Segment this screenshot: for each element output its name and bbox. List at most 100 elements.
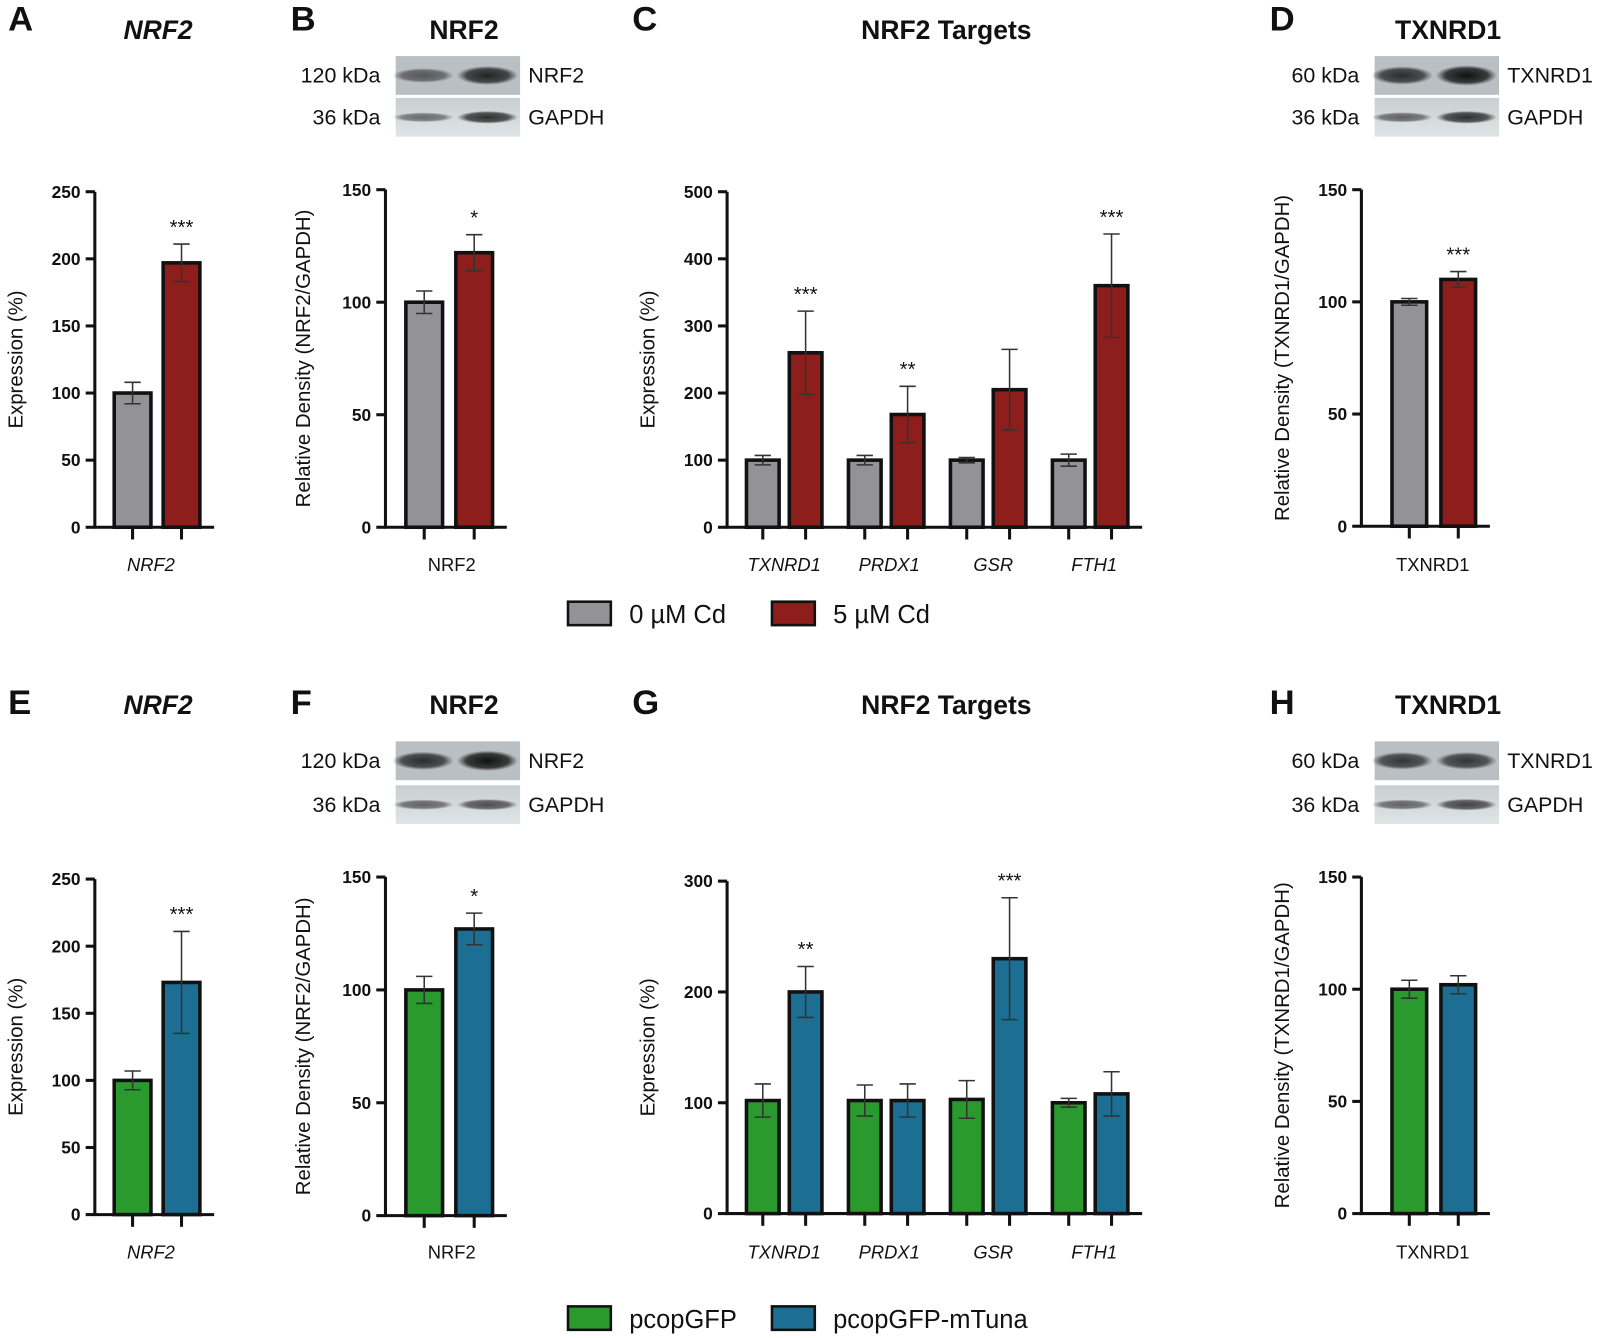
error-bar	[466, 912, 483, 946]
legend: 0 µM Cd 5 µM Cd	[566, 600, 930, 629]
y-tick-label: 250	[52, 869, 81, 889]
error-bar	[958, 1079, 975, 1120]
bar-nrf2-treated	[161, 261, 202, 530]
bar-txnrd1-control	[1390, 987, 1429, 1216]
y-tick-label: 0	[703, 517, 713, 537]
error-bar	[1060, 1097, 1077, 1108]
error-bar	[124, 1070, 141, 1091]
y-axis-label: Expression (%)	[5, 978, 27, 1116]
significance-marker: **	[798, 939, 814, 961]
error-bar	[899, 385, 916, 444]
blot-band	[456, 799, 519, 811]
y-tick-label: 0	[362, 1206, 372, 1226]
legend-label: pcopGFP-mTuna	[833, 1306, 1028, 1334]
blot-size-label: 60 kDa	[1292, 749, 1360, 773]
y-tick-label: 100	[1318, 979, 1347, 999]
panel-b: B NRF2 120 kDa NRF2 36 kDa GAPDH 0 50 100 150 Rela…	[291, 1, 605, 576]
y-tick-label: 50	[352, 1093, 371, 1113]
bar-txnrd1-control	[744, 458, 781, 530]
y-tick-label: 200	[52, 249, 81, 269]
error-bar	[466, 233, 483, 272]
panel-c: C NRF2 Targets 0 100 200 300 400 500 Expression …	[632, 1, 1143, 575]
y-tick-label: 200	[52, 936, 81, 956]
y-tick-label: 50	[61, 450, 80, 470]
y-tick-label: 150	[52, 316, 81, 336]
y-tick-label: 150	[52, 1003, 81, 1023]
legend-label: 5 µM Cd	[833, 601, 930, 629]
x-category-label: NRF2	[127, 1241, 175, 1262]
blot-band	[1435, 752, 1498, 770]
error-bar	[416, 290, 433, 315]
significance-marker: ***	[1100, 207, 1124, 229]
bar-nrf2-control	[112, 1078, 153, 1217]
y-tick-label: 100	[342, 292, 371, 312]
y-tick-label: 0	[1337, 516, 1347, 536]
blot-band	[1371, 66, 1433, 85]
blot-band	[1435, 798, 1498, 811]
y-tick-label: 0	[71, 517, 81, 537]
y-tick-label: 300	[684, 871, 713, 891]
bar-fth1-control	[1050, 458, 1087, 530]
significance-marker: ***	[998, 871, 1022, 893]
error-bar	[1001, 348, 1018, 431]
blot-protein-label: GAPDH	[1507, 105, 1583, 129]
y-tick-label: 0	[1337, 1204, 1347, 1224]
western-blot: 120 kDa NRF2 36 kDa GAPDH	[301, 741, 604, 825]
y-tick-label: 300	[684, 316, 713, 336]
y-tick-label: 200	[684, 982, 713, 1002]
x-category-label: TXNRD1	[1396, 554, 1469, 575]
x-category-label: PRDX1	[859, 1241, 920, 1262]
legend-swatch	[770, 1305, 817, 1332]
y-axis-label: Expression (%)	[638, 978, 660, 1116]
bar-prdx1-control	[846, 458, 883, 530]
y-tick-label: 50	[1328, 1092, 1347, 1112]
y-axis-label: Expression (%)	[638, 290, 660, 428]
panel-h: H TXNRD1 60 kDa TXNRD1 36 kDa GAPDH 0 50 100 150 R…	[1270, 684, 1593, 1263]
error-bar	[797, 965, 814, 1019]
panel-title: NRF2 Targets	[861, 15, 1031, 45]
panel-letter: C	[632, 1, 657, 39]
bar-txnrd1-treated	[1439, 277, 1478, 529]
blot-band	[1371, 112, 1433, 123]
blot-band	[392, 799, 454, 810]
panel-title: NRF2	[123, 15, 192, 45]
significance-marker: *	[470, 886, 478, 908]
error-bar	[1401, 979, 1418, 999]
significance-marker: ***	[170, 904, 194, 926]
panel-letter: A	[8, 1, 33, 39]
bar-fth1-control	[1050, 1100, 1087, 1216]
panel-letter: B	[291, 1, 316, 39]
panel-title: TXNRD1	[1395, 690, 1501, 720]
bar-nrf2-treated	[454, 250, 495, 530]
error-bar	[1060, 453, 1077, 467]
blot-protein-label: NRF2	[528, 64, 584, 88]
error-bar	[1450, 270, 1467, 289]
error-bar	[416, 975, 433, 1005]
y-tick-label: 100	[52, 383, 81, 403]
y-tick-label: 50	[61, 1138, 80, 1158]
bar-txnrd1-treated	[1439, 982, 1478, 1216]
error-bar	[899, 1083, 916, 1118]
panel-title: NRF2	[429, 15, 498, 45]
y-tick-label: 150	[342, 180, 371, 200]
error-bar	[856, 454, 873, 466]
error-bar	[173, 930, 190, 1035]
x-category-label: NRF2	[428, 1241, 476, 1262]
bar-prdx1-control	[846, 1098, 883, 1216]
panel-d: D TXNRD1 60 kDa TXNRD1 36 kDa GAPDH 0 50 100 150 R…	[1270, 1, 1593, 576]
legend: pcopGFP pcopGFP-mTuna	[566, 1305, 1028, 1334]
blot-band	[1435, 110, 1498, 124]
y-axis-label: Relative Density (NRF2/GAPDH)	[293, 210, 315, 508]
bar-txnrd1-control	[1390, 300, 1429, 529]
blot-protein-label: GAPDH	[528, 105, 604, 129]
error-bar	[173, 243, 190, 283]
x-category-label: NRF2	[428, 554, 476, 575]
error-bar	[754, 1083, 771, 1118]
significance-marker: ***	[1446, 244, 1470, 266]
significance-marker: ***	[794, 284, 818, 306]
panel-g: G NRF2 Targets 0 100 200 300 Expression (%) TXN…	[632, 684, 1143, 1262]
bar-nrf2-control	[112, 391, 153, 530]
y-tick-label: 100	[684, 1093, 713, 1113]
legend-swatch	[770, 600, 817, 627]
